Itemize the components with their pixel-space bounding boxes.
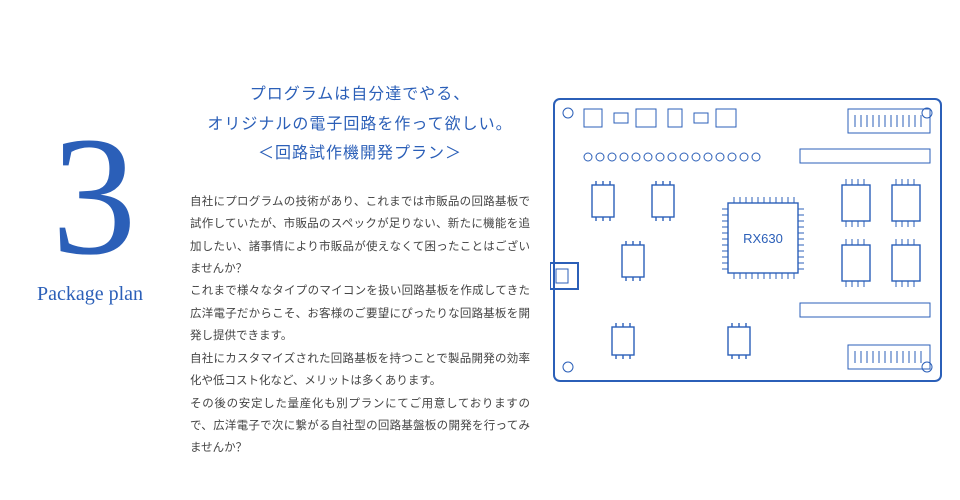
plan-label: Package plan (10, 283, 170, 306)
plan-number: 3 (10, 120, 170, 273)
headline-line-1: プログラムは自分達でやる、 (190, 80, 530, 110)
headline: プログラムは自分達でやる、 オリジナルの電子回路を作って欲しい。 ＜回路試作機開… (190, 80, 530, 169)
headline-line-3: ＜回路試作機開発プラン＞ (190, 139, 530, 169)
page-layout: 3 Package plan プログラムは自分達でやる、 オリジナルの電子回路を… (0, 0, 960, 480)
headline-line-2: オリジナルの電子回路を作って欲しい。 (190, 110, 530, 140)
circuit-board-illustration: RX630 (550, 95, 945, 385)
middle-column: プログラムは自分達でやる、 オリジナルの電子回路を作って欲しい。 ＜回路試作機開… (190, 80, 530, 460)
cpu-label: RX630 (743, 231, 783, 246)
right-column: RX630 (550, 80, 945, 460)
left-column: 3 Package plan (10, 80, 170, 460)
body-paragraph: 自社にプログラムの技術があり、これまでは市販品の回路基板で試作していたが、市販品… (190, 191, 530, 460)
